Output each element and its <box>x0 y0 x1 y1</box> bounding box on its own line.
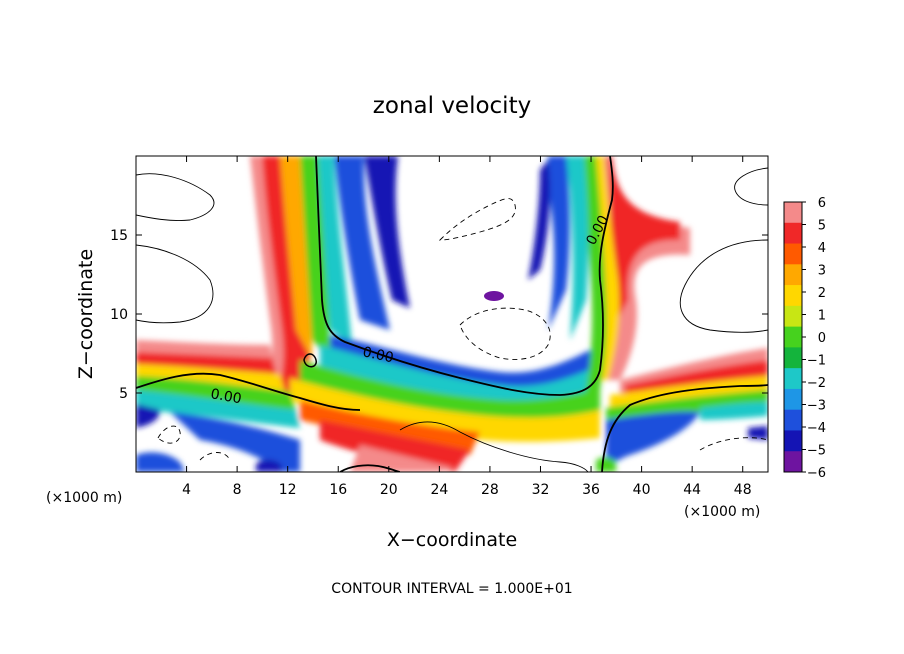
colorbar-swatch <box>784 326 802 348</box>
y-axis-ticks: 5 10 15 <box>110 228 768 402</box>
right-column-red <box>608 156 680 330</box>
colorbar-label: 2 <box>818 286 826 301</box>
colorbar-label: 0 <box>818 331 826 346</box>
zero-contour-right <box>601 384 768 472</box>
left-low-cyan <box>136 390 300 428</box>
colorbar-label: −2 <box>807 376 826 391</box>
plume-orange <box>300 400 480 455</box>
colorbar-swatch <box>784 368 802 390</box>
bottom-blue-blob <box>256 459 282 472</box>
colorbar-swatch <box>784 388 802 411</box>
dashed-contour-5 <box>199 452 231 461</box>
x-tick-label: 4 <box>182 482 191 498</box>
right-low-violet <box>748 426 768 440</box>
x-axis-ticks: 4 8 12 16 20 24 28 32 36 40 44 48 <box>182 156 752 498</box>
y-tick-label: 15 <box>110 228 128 244</box>
colorbar-label: −6 <box>807 466 826 481</box>
plume-blue-top <box>330 335 600 402</box>
colorbar-label: −4 <box>807 421 826 436</box>
thin-contour-ur2 <box>679 239 768 333</box>
colorbar-label: 4 <box>818 241 826 256</box>
plume-green <box>300 360 600 426</box>
plume-red <box>320 420 470 472</box>
plot-area: 0.00 0.00 0.00 <box>136 156 768 472</box>
colorbar-swatch <box>784 264 802 286</box>
dashed-contour-4 <box>157 425 181 444</box>
colorbar-label: −5 <box>807 444 826 459</box>
x-tick-label: 28 <box>481 482 499 498</box>
colorbar: 6 5 4 3 2 1 0 −1 −2 −3 −4 −5 −6 <box>783 196 826 481</box>
x-tick-label: 12 <box>279 482 297 498</box>
colorbar-swatch <box>784 202 802 224</box>
x-tick-label: 16 <box>329 482 347 498</box>
y-unit-label: (×1000 m) <box>46 490 122 506</box>
dashed-contour-1 <box>438 198 516 241</box>
left-column-blue <box>334 156 390 330</box>
right-column-green <box>584 156 607 400</box>
plume-cyan <box>320 345 600 412</box>
velocity-field <box>136 156 768 472</box>
x-tick-label: 20 <box>380 482 398 498</box>
left-low-violet <box>136 404 160 428</box>
colorbar-swatch <box>784 285 802 307</box>
x-tick-label: 8 <box>233 482 242 498</box>
left-low-blue <box>170 412 300 472</box>
x-tick-label: 36 <box>582 482 600 498</box>
bottom-green-36 <box>596 457 616 472</box>
colorbar-swatch <box>784 243 802 265</box>
right-low-cyan <box>700 402 768 420</box>
left-low-green <box>136 376 296 410</box>
colorbar-label: −3 <box>807 399 826 414</box>
x-unit-label: (×1000 m) <box>684 504 760 520</box>
contour-lines <box>136 156 768 472</box>
colorbar-label: 1 <box>818 309 826 324</box>
right-column-cyan <box>566 156 589 340</box>
dashed-contour-2 <box>459 307 551 360</box>
x-tick-label: 32 <box>532 482 550 498</box>
small-violet-blob <box>484 291 504 301</box>
thin-contour-ur <box>734 167 768 206</box>
colorbar-label: 5 <box>818 219 826 234</box>
thin-contour-ul2 <box>136 244 214 324</box>
colorbar-label: 6 <box>818 196 826 211</box>
colorbar-swatch <box>784 430 802 452</box>
y-axis-label: Z−coordinate <box>75 249 97 379</box>
bottom-left-blue <box>136 452 185 472</box>
left-column-violet <box>364 156 410 308</box>
y-tick-label: 10 <box>110 307 128 323</box>
right-low-blue <box>606 411 700 472</box>
plume-yellow <box>290 378 600 442</box>
dashed-contour-3 <box>699 437 768 451</box>
thin-contour-lower <box>399 421 589 472</box>
zero-contour-left <box>315 156 614 396</box>
contour-label-center: 0.00 <box>361 344 395 366</box>
right-column-violet <box>528 160 550 280</box>
left-column-cyan <box>318 156 352 345</box>
colorbar-label: −1 <box>807 354 826 369</box>
y-tick-label: 5 <box>119 386 128 402</box>
colorbar-swatch <box>784 347 802 369</box>
right-column-blue <box>548 156 570 330</box>
small-loop <box>303 353 317 368</box>
zero-contour-lower-left <box>136 372 361 411</box>
thin-contour-ul <box>136 173 215 221</box>
x-tick-label: 40 <box>633 482 651 498</box>
x-axis-label: X−coordinate <box>387 529 517 551</box>
x-tick-label: 44 <box>683 482 701 498</box>
zero-contour-bottom <box>339 464 401 472</box>
colorbar-swatch <box>784 222 802 245</box>
x-tick-label: 24 <box>430 482 448 498</box>
colorbar-swatch <box>784 451 802 473</box>
colorbar-swatch <box>784 409 802 431</box>
contour-interval-note: CONTOUR INTERVAL = 1.000E+01 <box>331 581 572 597</box>
contour-label-left: 0.00 <box>209 386 242 407</box>
colorbar-swatch <box>784 305 802 328</box>
chart-title: zonal velocity <box>373 93 531 119</box>
x-tick-label: 48 <box>734 482 752 498</box>
colorbar-label: 3 <box>818 264 826 279</box>
